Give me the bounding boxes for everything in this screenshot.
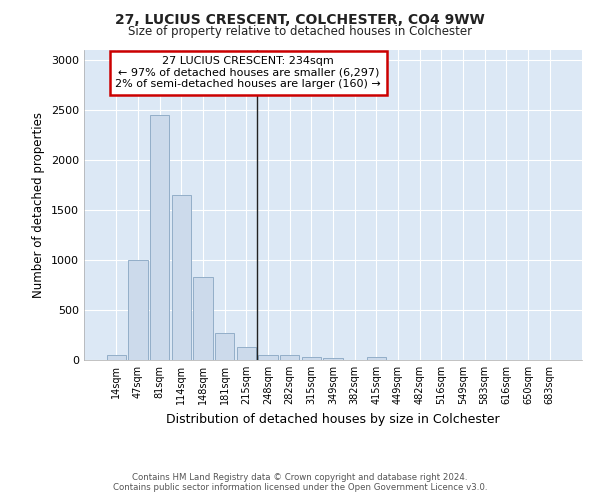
Bar	[193, 277, 213, 360]
Bar	[107, 354, 126, 360]
Text: 27, LUCIUS CRESCENT, COLCHESTER, CO4 9WW: 27, LUCIUS CRESCENT, COLCHESTER, CO4 9WW	[115, 12, 485, 26]
Bar	[128, 260, 148, 360]
Bar	[236, 347, 256, 360]
Bar	[258, 355, 278, 360]
Bar	[215, 332, 235, 360]
Bar	[172, 195, 191, 360]
Text: Contains HM Land Registry data © Crown copyright and database right 2024.
Contai: Contains HM Land Registry data © Crown c…	[113, 473, 487, 492]
Bar	[302, 356, 321, 360]
Text: 27 LUCIUS CRESCENT: 234sqm
← 97% of detached houses are smaller (6,297)
2% of se: 27 LUCIUS CRESCENT: 234sqm ← 97% of deta…	[115, 56, 381, 90]
Y-axis label: Number of detached properties: Number of detached properties	[32, 112, 46, 298]
X-axis label: Distribution of detached houses by size in Colchester: Distribution of detached houses by size …	[166, 412, 500, 426]
Bar	[367, 357, 386, 360]
Text: Size of property relative to detached houses in Colchester: Size of property relative to detached ho…	[128, 25, 472, 38]
Bar	[323, 358, 343, 360]
Bar	[280, 355, 299, 360]
Bar	[150, 115, 169, 360]
